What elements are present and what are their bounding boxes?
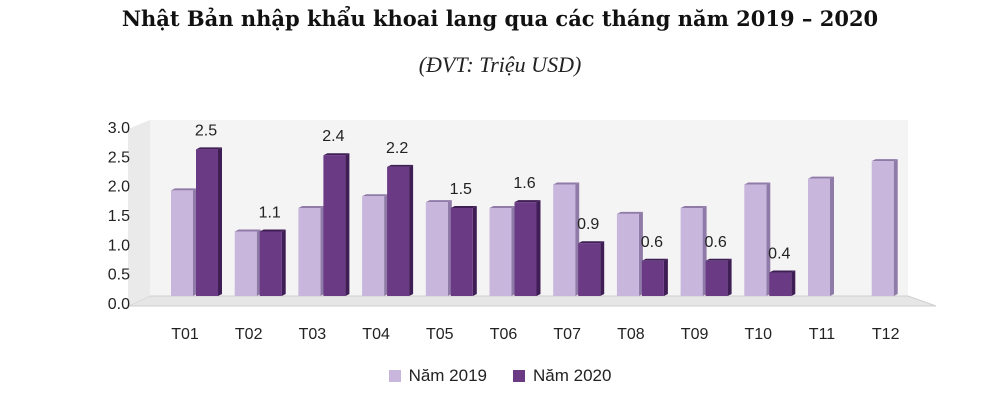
y-tick-label: 0.5: [108, 267, 130, 284]
bar-2020-top: [323, 153, 350, 156]
bar-2020-side: [536, 200, 541, 296]
bar-2019: [680, 208, 703, 296]
bar-2020-side: [472, 206, 477, 296]
bar-2020: [450, 208, 473, 296]
bar-2019: [616, 213, 639, 296]
bar-2020: [641, 260, 664, 296]
bar-2020: [705, 260, 728, 296]
data-label: 0.6: [641, 234, 663, 251]
bar-2020: [514, 202, 537, 296]
bar-2020-top: [578, 241, 605, 244]
bar-2019-side: [766, 182, 771, 296]
bar-2019-top: [171, 188, 197, 191]
bar-2019-top: [871, 159, 898, 162]
bar-2020-top: [196, 147, 222, 150]
bar-2019-top: [744, 182, 771, 185]
bar-2019: [489, 208, 512, 296]
bar-2019: [234, 231, 257, 296]
legend-swatch-2020: [513, 370, 525, 382]
data-label: 1.5: [450, 181, 472, 198]
bar-2020: [578, 243, 601, 296]
bar-2020: [387, 166, 410, 296]
data-label: 1.1: [259, 204, 281, 221]
bar-2019-side: [893, 159, 898, 296]
legend-item-2020: Năm 2020: [513, 366, 611, 386]
bar-2019-top: [489, 206, 516, 208]
x-tick-label: T11: [809, 326, 835, 343]
data-label: 2.2: [386, 140, 408, 157]
data-label: 0.6: [704, 234, 726, 251]
legend-item-2019: Năm 2019: [388, 366, 487, 386]
bar-2019-top: [425, 200, 452, 203]
data-label: 0.9: [577, 216, 599, 233]
bar-2020-top: [259, 229, 286, 232]
bar-2019-top: [362, 194, 389, 197]
x-tick-label: T04: [362, 326, 390, 343]
x-tick-label: T07: [553, 326, 581, 343]
bar-2020-side: [218, 147, 222, 296]
bar-2020-top: [641, 258, 668, 261]
bar-2019: [553, 184, 576, 296]
bar-2019-top: [808, 176, 834, 179]
legend-swatch-2019: [388, 370, 401, 382]
bar-2019: [171, 190, 193, 296]
bar-2020-side: [281, 229, 286, 296]
data-label: 0.4: [768, 246, 790, 263]
legend: Năm 2019 Năm 2020: [0, 366, 1000, 386]
bar-2019: [871, 161, 894, 296]
bar-2020: [769, 272, 792, 296]
bar-2019: [808, 178, 830, 296]
x-tick-label: T12: [872, 326, 900, 343]
chart-floor: [127, 295, 937, 307]
y-tick-label: 1.5: [108, 208, 130, 225]
chart-subtitle: (ĐVT: Triệu USD): [418, 52, 582, 77]
y-tick-label: 0.0: [108, 296, 130, 313]
x-tick-label: T10: [745, 326, 773, 343]
legend-label-2020: Năm 2020: [533, 366, 612, 385]
bar-2019-top: [298, 206, 325, 208]
y-tick-label: 3.0: [108, 120, 130, 137]
bar-2020-side: [600, 241, 605, 296]
bar-2020-top: [514, 200, 541, 203]
bar-2019-top: [616, 211, 643, 214]
x-tick-label: T02: [235, 326, 263, 343]
bar-2020-side: [345, 153, 350, 296]
bar-2019-top: [553, 182, 580, 185]
bar-2020-top: [387, 164, 414, 167]
bar-2020: [196, 149, 218, 296]
bar-2020: [259, 231, 282, 296]
bar-2020-top: [450, 206, 477, 208]
bar-2019-side: [830, 176, 834, 296]
x-tick-label: T01: [171, 326, 199, 343]
bar-2019: [425, 202, 448, 296]
y-tick-label: 2.5: [108, 149, 130, 166]
bar-2019-top: [680, 206, 707, 208]
bar-2020-side: [791, 270, 796, 296]
bar-2019: [744, 184, 767, 296]
x-tick-label: T08: [617, 326, 645, 343]
x-tick-label: T05: [426, 326, 454, 343]
bar-2019-top: [234, 229, 261, 232]
bar-2020-side: [409, 164, 414, 296]
bar-2020: [323, 155, 346, 296]
data-label: 2.5: [195, 122, 217, 139]
x-tick-label: T03: [299, 326, 327, 343]
data-label: 2.4: [322, 128, 344, 145]
chart-title: Nhật Bản nhập khẩu khoai lang qua các th…: [121, 6, 879, 31]
x-tick-label: T09: [681, 326, 709, 343]
y-tick-label: 1.0: [108, 237, 130, 254]
bar-2020-side: [727, 258, 732, 296]
bar-2019: [298, 208, 321, 296]
bar-2019: [362, 196, 385, 296]
data-label: 1.6: [513, 175, 535, 192]
bar-2020-top: [705, 258, 732, 261]
bar-2020-side: [663, 258, 668, 296]
y-tick-label: 2.0: [108, 179, 130, 196]
chart-side-wall: [128, 120, 150, 306]
x-tick-label: T06: [490, 326, 518, 343]
legend-label-2019: Năm 2019: [408, 366, 487, 385]
bar-2020-top: [769, 270, 796, 273]
